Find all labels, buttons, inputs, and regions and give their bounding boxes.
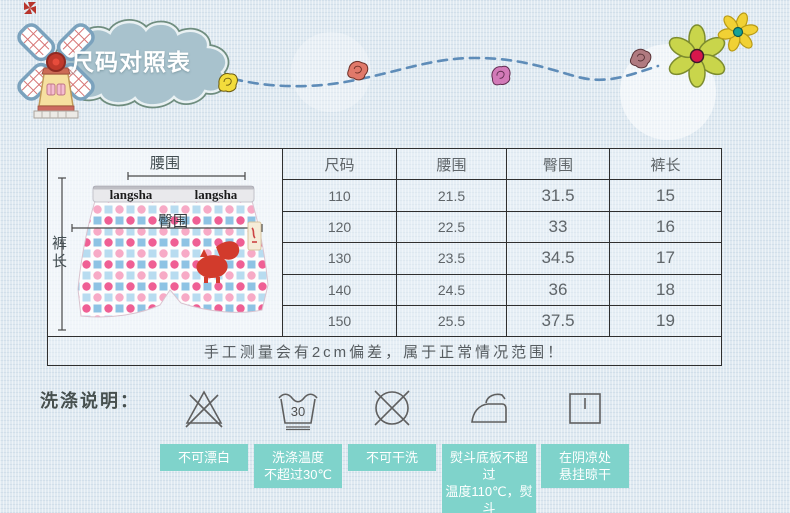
fox-print <box>196 241 240 283</box>
column-header-hip: 臀围 <box>506 149 609 181</box>
waist-measure-line <box>127 172 246 180</box>
cell-waist: 23.5 <box>396 243 506 275</box>
brand-text: langsha <box>195 187 238 202</box>
column-header-length: 裤长 <box>609 149 721 181</box>
size-table: langsha langsha <box>47 148 722 367</box>
cell-size: 120 <box>282 211 396 244</box>
cell-waist: 25.5 <box>396 305 506 338</box>
rose-icon <box>347 60 369 81</box>
cell-waist: 21.5 <box>396 180 506 212</box>
hip-annotation: 臀围 <box>157 213 188 230</box>
product-image-cell: langsha langsha <box>48 149 282 338</box>
cell-length: 17 <box>609 243 721 275</box>
washing-item: 不可漂白 <box>160 385 248 471</box>
length-annotation: 裤长 <box>50 235 67 271</box>
brand-text: langsha <box>110 187 153 202</box>
title-cloud <box>52 19 230 109</box>
windmill-icon <box>17 23 95 119</box>
cell-length: 15 <box>609 180 721 212</box>
washing-item: 在阴凉处 悬挂晾干 <box>541 385 629 488</box>
washing-label: 不可干洗 <box>348 444 436 471</box>
rose-icon <box>629 48 652 69</box>
cell-hip: 34.5 <box>506 243 609 275</box>
washing-title: 洗涤说明： <box>40 391 140 411</box>
product-shorts-illustration: langsha langsha <box>58 172 269 331</box>
waistband: langsha langsha <box>92 185 255 203</box>
cell-length: 16 <box>609 211 721 244</box>
cell-size: 130 <box>282 243 396 275</box>
rose-icon <box>218 73 238 93</box>
washing-label: 不可漂白 <box>160 444 248 471</box>
cell-hip: 33 <box>506 211 609 244</box>
cell-hip: 37.5 <box>506 305 609 338</box>
length-measure-line <box>58 177 66 331</box>
wash-temp-text: 30 <box>291 404 305 419</box>
column-header-waist: 腰围 <box>396 149 506 181</box>
washing-label: 在阴凉处 悬挂晾干 <box>541 444 629 488</box>
hang-dry-shade-icon <box>569 393 601 424</box>
waist-annotation: 腰围 <box>149 155 180 172</box>
cell-length: 18 <box>609 274 721 306</box>
hip-measure-line <box>71 224 263 232</box>
background-circle <box>291 32 371 112</box>
washing-item: 30 洗涤温度 不超过30℃ <box>254 385 342 488</box>
flower-icon <box>668 24 726 88</box>
column-header-size: 尺码 <box>282 149 396 181</box>
cell-waist: 24.5 <box>396 274 506 306</box>
washing-label: 洗涤温度 不超过30℃ <box>254 444 342 488</box>
cell-size: 110 <box>282 180 396 212</box>
flower-icon <box>717 12 759 52</box>
washing-section: 洗涤说明： 不可漂白 30 洗涤温度 不超过30℃ <box>0 385 790 513</box>
page-title: 尺码对照表 <box>71 49 191 75</box>
dashed-line <box>216 56 660 88</box>
iron-caution-icon <box>471 393 507 423</box>
washing-item: 不可干洗 <box>348 385 436 471</box>
header-decorations <box>17 2 759 140</box>
cell-size: 150 <box>282 305 396 338</box>
no-dry-clean-icon <box>374 390 410 426</box>
no-bleach-icon <box>185 390 223 428</box>
rose-icon <box>491 65 511 86</box>
washing-item: 熨斗底板不超过 温度110℃，熨斗 可能会损伤内裤 <box>442 385 536 513</box>
cell-size: 140 <box>282 274 396 306</box>
cell-waist: 22.5 <box>396 211 506 244</box>
cell-hip: 36 <box>506 274 609 306</box>
measurement-note: 手工测量会有2cm偏差，属于正常情况范围！ <box>203 343 566 361</box>
cell-length: 19 <box>609 305 721 338</box>
washing-label: 熨斗底板不超过 温度110℃，熨斗 可能会损伤内裤 <box>442 444 536 513</box>
wash-30-icon: 30 <box>278 393 318 431</box>
size-tag <box>247 221 262 251</box>
cell-hip: 31.5 <box>506 180 609 212</box>
mini-pinwheel-icon <box>24 2 36 14</box>
shorts-body <box>77 200 269 318</box>
